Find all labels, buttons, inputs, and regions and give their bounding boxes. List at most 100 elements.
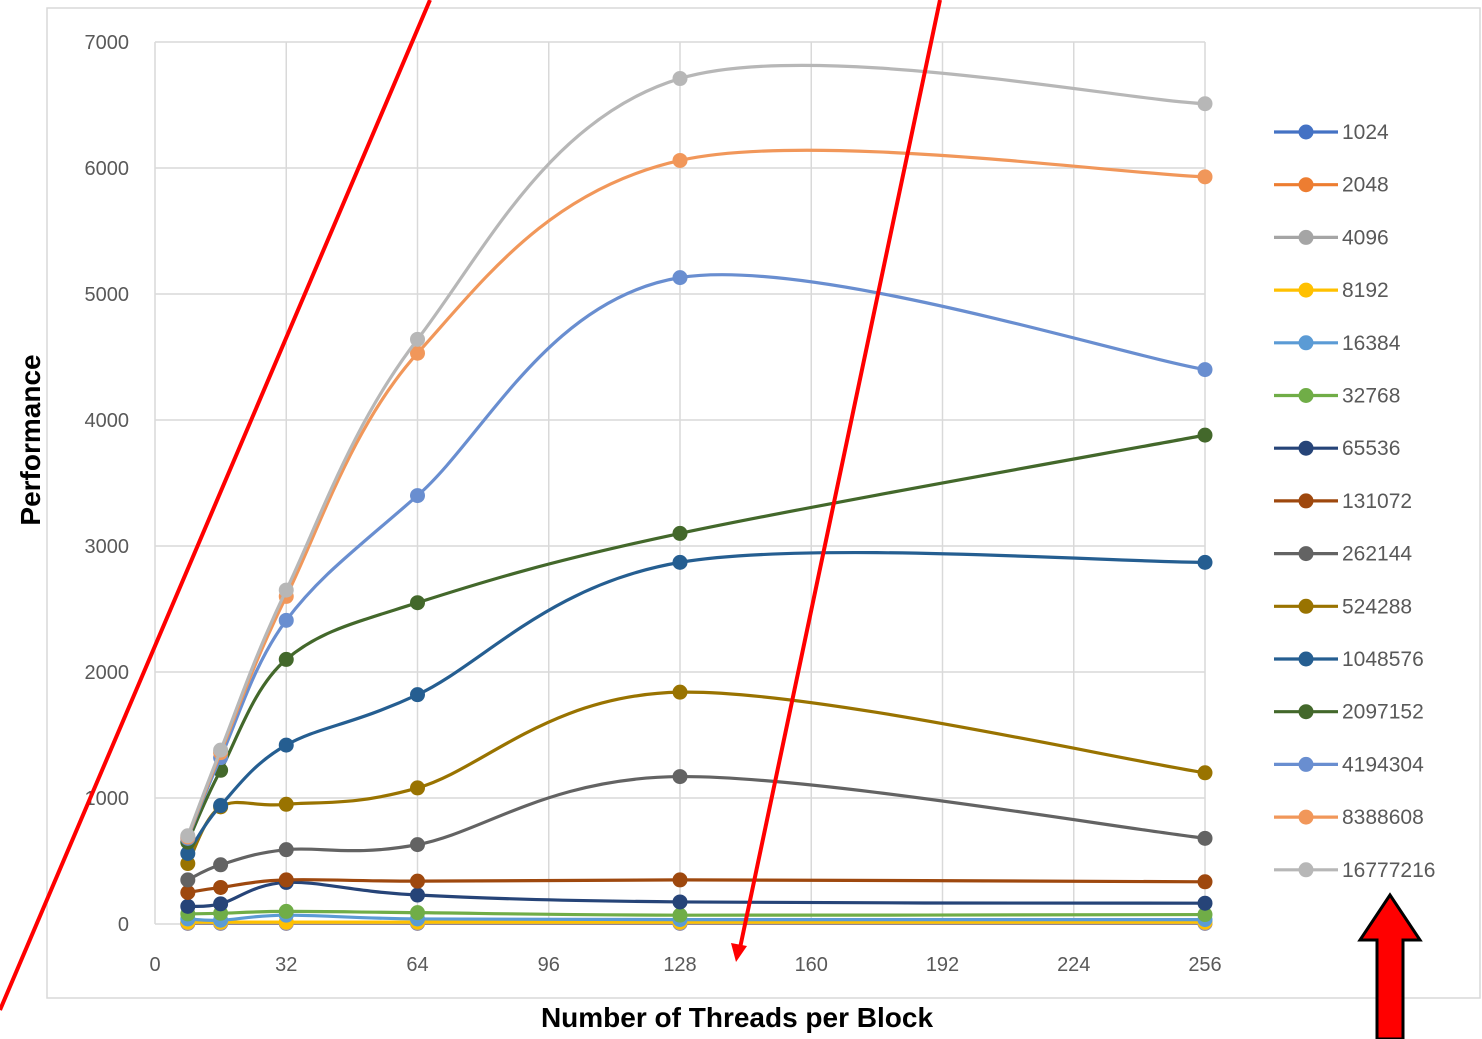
legend-marker: [1298, 546, 1314, 562]
legend-entry-65536: 65536: [1274, 437, 1400, 460]
legend-label: 4096: [1342, 226, 1389, 249]
data-point: [410, 331, 425, 347]
series-line: [186, 690, 1206, 865]
data-point: [213, 896, 229, 912]
gridlines: [154, 41, 1206, 925]
red-up-arrow: [1357, 892, 1423, 1039]
legend-entry-4194304: 4194304: [1274, 753, 1424, 776]
legend-label: 2048: [1342, 174, 1389, 197]
legend-entry-1048576: 1048576: [1274, 648, 1424, 671]
series-line: [186, 550, 1206, 855]
x-tick-label: 96: [538, 954, 560, 976]
y-axis-tick-labels: 0 1000 2000 3000 4000 5000 6000 7000: [85, 32, 130, 936]
legend-marker: [1298, 335, 1314, 351]
data-point: [410, 905, 425, 921]
data-point: [410, 595, 425, 611]
data-point: [410, 873, 425, 889]
data-point: [672, 907, 688, 923]
legend-marker: [1298, 440, 1314, 456]
legend-label: 1048576: [1342, 648, 1424, 671]
series-line: [186, 433, 1206, 843]
series-32768: [180, 903, 1213, 923]
legend-marker: [1298, 809, 1314, 825]
data-point: [672, 872, 688, 888]
data-point: [672, 769, 688, 785]
legend-label: 131072: [1342, 490, 1412, 513]
chart-frame: [46, 7, 1481, 999]
series-line: [187, 878, 1206, 895]
x-axis-title: Number of Threads per Block: [541, 1002, 934, 1033]
data-point: [410, 887, 425, 903]
data-point: [410, 345, 425, 361]
legend-entry-8388608: 8388608: [1274, 806, 1424, 829]
legend-entry-2097152: 2097152: [1274, 701, 1424, 724]
data-point: [180, 898, 196, 914]
legend-entry-1024: 1024: [1274, 121, 1389, 144]
data-point: [180, 828, 196, 844]
series-line: [187, 880, 1206, 909]
series-1048576: [180, 550, 1213, 861]
legend-entry-32768: 32768: [1274, 385, 1400, 408]
x-tick-label: 224: [1057, 954, 1090, 976]
annotation-overlay: [0, 0, 1423, 1039]
x-tick-label: 256: [1188, 954, 1221, 976]
legend-label: 65536: [1342, 437, 1400, 460]
legend-marker: [1298, 651, 1314, 667]
data-point: [278, 842, 294, 858]
legend-marker: [1298, 124, 1314, 140]
legend-label: 524288: [1342, 595, 1412, 618]
series-lines: [180, 63, 1213, 931]
data-point: [410, 780, 425, 796]
data-point: [1197, 96, 1213, 112]
legend-label: 8192: [1342, 279, 1389, 302]
legend-entry-262144: 262144: [1274, 543, 1412, 566]
series-65536: [180, 874, 1213, 914]
x-tick-label: 192: [926, 954, 959, 976]
legend-label: 16777216: [1342, 859, 1435, 882]
y-tick-label: 0: [118, 914, 129, 936]
data-point: [1197, 907, 1213, 923]
y-tick-label: 6000: [85, 158, 130, 180]
data-point: [672, 554, 688, 570]
data-point: [672, 684, 688, 700]
legend-entry-16384: 16384: [1274, 332, 1401, 355]
data-point: [672, 525, 688, 541]
data-point: [1197, 362, 1213, 378]
data-point: [213, 879, 229, 895]
data-point: [213, 857, 229, 873]
legend-marker: [1298, 862, 1314, 878]
series-line: [187, 774, 1206, 882]
data-point: [410, 687, 425, 703]
legend-marker: [1298, 493, 1314, 509]
data-point: [672, 270, 688, 286]
x-tick-label: 32: [275, 954, 297, 976]
legend-marker: [1298, 598, 1314, 614]
legend-label: 2097152: [1342, 701, 1424, 724]
series-line: [186, 273, 1206, 839]
x-tick-label: 128: [663, 954, 696, 976]
data-point: [410, 488, 425, 504]
legend-marker: [1298, 177, 1314, 193]
data-point: [672, 71, 688, 87]
x-axis-tick-labels: 0 32 64 96 128 160 192 224 256: [149, 954, 1221, 976]
legend-marker: [1298, 282, 1314, 298]
y-tick-label: 3000: [85, 536, 130, 558]
data-point: [1197, 427, 1213, 443]
red-arrow-head: [731, 943, 747, 962]
x-tick-label: 160: [795, 954, 828, 976]
red-arrow-line: [738, 0, 942, 949]
data-point: [180, 872, 196, 888]
data-point: [278, 651, 294, 667]
data-point: [213, 742, 229, 758]
legend-label: 262144: [1342, 543, 1412, 566]
legend-label: 1024: [1342, 121, 1389, 144]
data-point: [278, 612, 294, 628]
data-point: [1197, 554, 1213, 570]
x-tick-label: 0: [149, 954, 160, 976]
legend-label: 16384: [1342, 332, 1401, 355]
red-diagonal-line-left: [0, 0, 432, 1011]
data-point: [672, 152, 688, 168]
data-point: [1197, 169, 1213, 185]
series-262144: [180, 769, 1213, 888]
